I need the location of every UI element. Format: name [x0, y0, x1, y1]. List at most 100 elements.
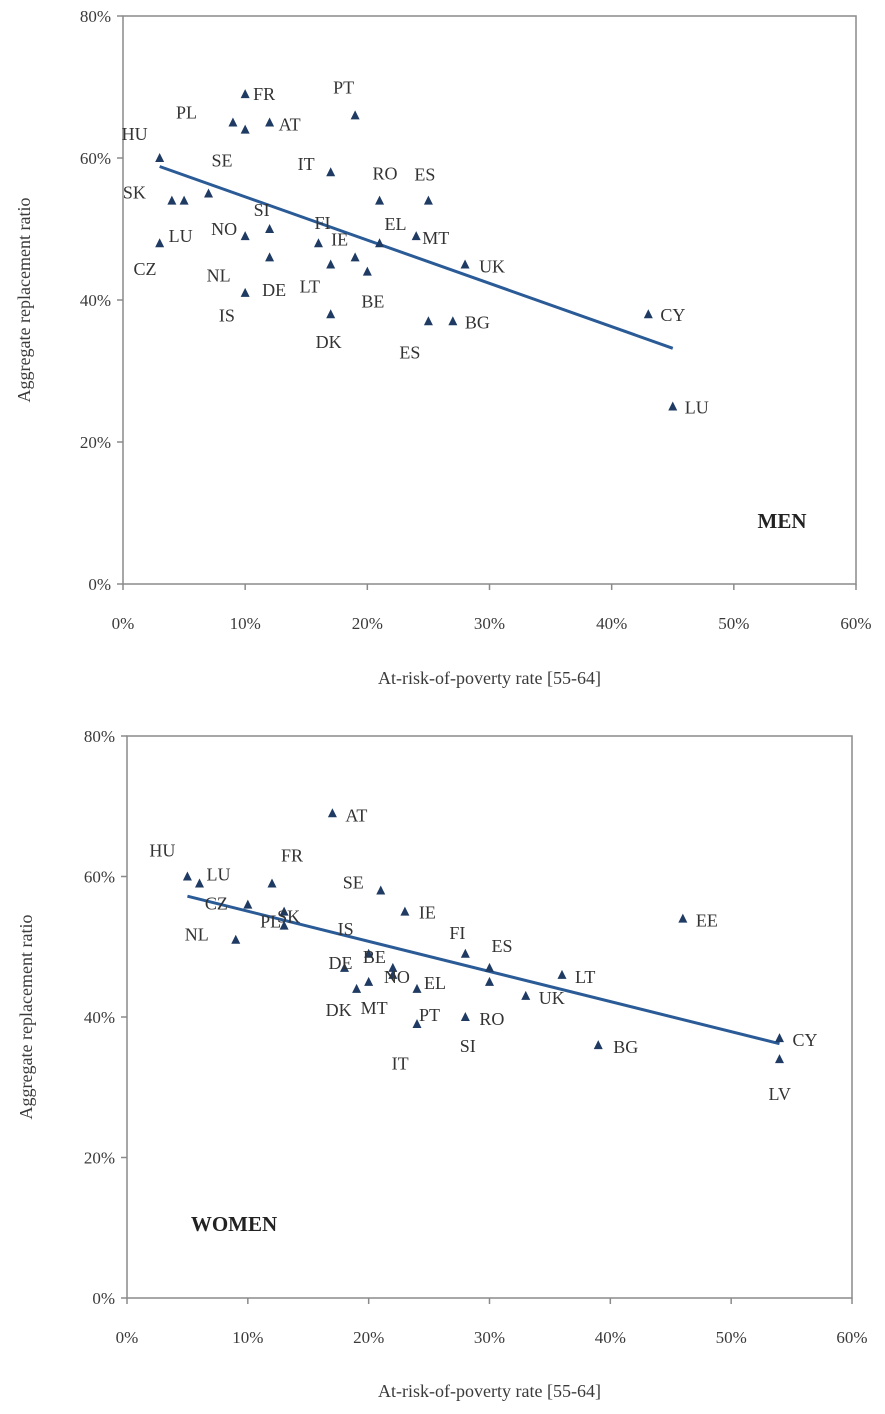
men-data-point	[668, 401, 678, 411]
men-data-point	[179, 195, 189, 205]
women-point-label: BE	[363, 947, 386, 967]
men-data-point	[460, 259, 470, 269]
women-y-tick-label: 60%	[84, 868, 115, 887]
men-point-label: FR	[253, 84, 275, 104]
women-data-point	[412, 1019, 422, 1029]
women-data-point	[267, 878, 277, 888]
women-data-point	[460, 1012, 470, 1021]
women-data-point	[388, 962, 398, 972]
women-point-label: FR	[281, 846, 303, 866]
women-point-label: CZ	[205, 894, 228, 914]
men-point-label: PL	[176, 103, 197, 123]
women-data-point	[340, 962, 349, 972]
women-data-point	[327, 808, 337, 818]
men-point-label: ES	[414, 165, 435, 185]
women-point-label: MT	[361, 998, 388, 1018]
men-data-point	[411, 231, 421, 241]
women-data-point	[195, 878, 204, 888]
men-point-label: SE	[212, 151, 233, 171]
men-point-label: UK	[479, 257, 505, 277]
men-point-label: SK	[123, 183, 146, 203]
men-trendline	[159, 165, 674, 350]
women-chart-svg: 0% 20% 40% 60% 80% 0% 10% 20% 30% 40% 50% 60% At-ris…	[16, 727, 868, 1401]
women-data-point	[364, 976, 374, 986]
men-point-label: AT	[279, 115, 301, 135]
women-point-label: NL	[185, 925, 209, 945]
men-y-tick-label: 0%	[88, 575, 111, 594]
women-data-point	[460, 948, 470, 958]
men-data-point	[643, 309, 653, 319]
men-data-point	[167, 195, 177, 205]
men-data-point	[155, 153, 165, 162]
women-data-point	[231, 934, 241, 944]
men-point-label: IE	[331, 229, 348, 249]
men-point-label: DE	[262, 280, 286, 300]
women-data-point	[593, 1040, 603, 1050]
men-panel-label: MEN	[758, 509, 807, 533]
men-data-point	[350, 110, 360, 120]
men-point-label: PT	[333, 77, 354, 97]
women-point-label: EE	[696, 911, 718, 931]
women-point-label: PL	[260, 912, 281, 932]
women-x-tick-label: 30%	[474, 1328, 505, 1347]
men-data-point	[326, 167, 336, 177]
men-point-label: LU	[685, 398, 709, 418]
men-data-point	[240, 287, 250, 297]
women-point-label: IT	[392, 1054, 409, 1074]
women-data-point	[364, 948, 374, 958]
men-point-label: ES	[399, 342, 420, 362]
men-point-label: HU	[122, 124, 148, 144]
men-point-label: CY	[660, 305, 685, 325]
men-data-point	[423, 195, 433, 205]
men-y-tick-label: 80%	[80, 7, 111, 26]
women-data-point	[279, 906, 289, 916]
men-x-tick-label: 0%	[112, 614, 135, 633]
men-data-point	[375, 195, 385, 205]
women-y-tick-label: 20%	[84, 1149, 115, 1168]
women-x-tick-label: 10%	[232, 1328, 263, 1347]
men-data-point	[155, 238, 165, 248]
men-data-point	[240, 124, 250, 134]
men-x-tick-label: 20%	[352, 614, 383, 633]
men-point-label: IT	[298, 154, 315, 174]
men-data-point	[265, 252, 275, 262]
men-y-tick-label: 40%	[80, 291, 111, 310]
men-point-label: RO	[373, 164, 398, 184]
men-x-tick-label: 50%	[718, 614, 749, 633]
men-data-point	[240, 89, 250, 99]
women-scatter-chart: 0% 20% 40% 60% 80% 0% 10% 20% 30% 40% 50% 60% At-ris…	[0, 705, 885, 1409]
men-data-point	[228, 117, 238, 127]
women-point-label: IS	[338, 919, 354, 939]
men-data-point	[240, 231, 250, 241]
women-point-label: NO	[384, 967, 410, 987]
women-x-axis-title: At-risk-of-poverty rate [55-64]	[378, 1381, 601, 1401]
women-x-tick-label: 60%	[836, 1328, 867, 1347]
men-point-label: DK	[316, 332, 342, 352]
women-data-point	[388, 969, 398, 979]
men-x-tick-label: 10%	[230, 614, 261, 633]
women-data-point	[279, 920, 289, 930]
men-chart-svg: 0% 20% 40% 60% 80% 0% 10% 20% 30% 40% 50% 60% At-ris…	[14, 7, 872, 688]
women-y-tick-label: 0%	[92, 1289, 115, 1308]
women-point-label: IE	[419, 903, 436, 923]
men-point-label: NO	[211, 219, 237, 239]
men-point-label: FI	[314, 213, 330, 233]
men-y-axis-title: Aggregate replacement ratio	[14, 198, 34, 403]
women-point-label: SK	[277, 907, 300, 927]
men-point-label: MT	[422, 228, 449, 248]
women-point-label: DE	[329, 953, 353, 973]
women-point-label: LV	[769, 1084, 791, 1104]
women-x-tick-label: 20%	[353, 1328, 384, 1347]
women-point-label: BG	[613, 1037, 638, 1057]
women-panel-label: WOMEN	[191, 1212, 277, 1236]
men-data-point	[326, 309, 336, 319]
men-y-tick-label: 60%	[80, 149, 111, 168]
women-y-axis-title: Aggregate replacement ratio	[16, 915, 36, 1120]
women-data-point	[352, 983, 362, 993]
men-point-label: IS	[219, 305, 235, 325]
women-point-label: FI	[449, 923, 465, 943]
men-data-point	[265, 224, 275, 233]
men-x-axis-title: At-risk-of-poverty rate [55-64]	[378, 668, 601, 688]
women-trendline	[187, 894, 780, 1046]
women-data-point	[775, 1054, 784, 1064]
